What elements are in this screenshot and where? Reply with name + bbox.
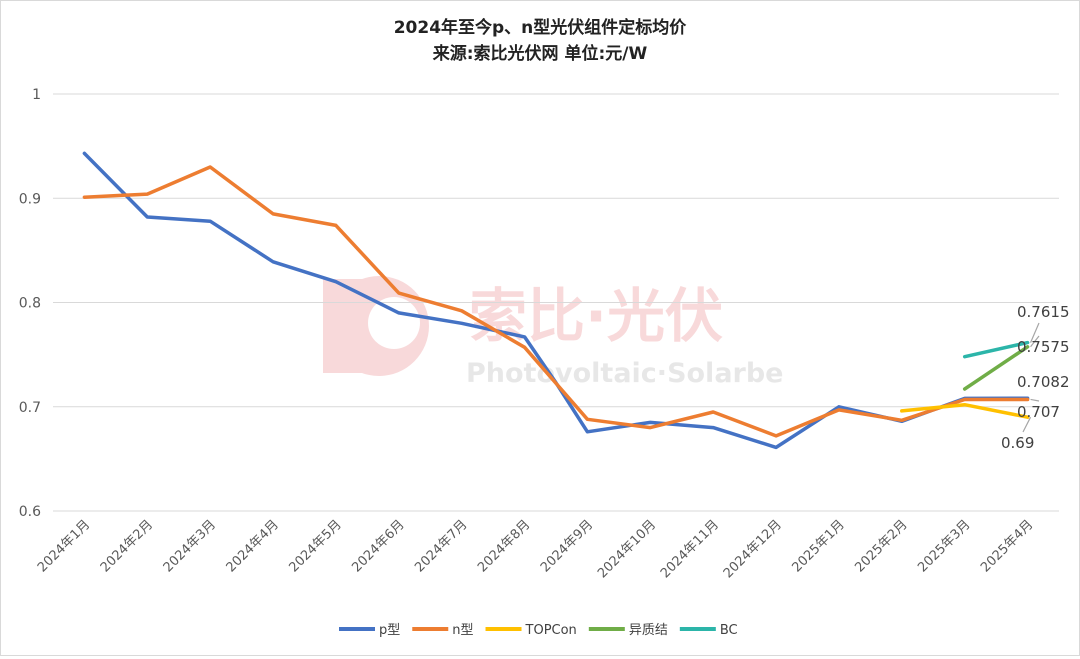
x-tick-label: 2025年1月 [790,517,848,575]
series-line [962,340,1030,359]
x-tick-label: 2024年2月 [98,517,156,575]
legend-label: 异质结 [629,623,668,638]
x-tick-label: 2024年1月 [35,517,93,575]
watermark-en: Photovoltaic·Solarbe [466,358,784,389]
annotation-leader [1030,322,1040,343]
legend-label: p型 [379,623,400,638]
x-tick-label: 2025年4月 [978,517,1036,575]
y-tick-label: 1 [32,87,41,103]
data-label: 0.69 [1001,434,1034,452]
y-tick-label: 0.9 [19,191,41,207]
data-label: 0.707 [1017,403,1060,421]
y-tick-label: 0.6 [19,504,41,520]
chart-subtitle: 来源:索比光伏网 单位:元/W [432,43,648,64]
legend-label: BC [720,623,738,638]
annotation-leader [1030,335,1040,348]
data-label: 0.7082 [1017,373,1070,391]
legend-label: TOPCon [525,623,577,638]
annotation-leader [1030,398,1040,402]
watermark: 索比·光伏 Photovoltaic·Solarbe [323,276,784,389]
x-tick-label: 2024年12月 [721,517,785,581]
x-tick-label: 2024年11月 [658,517,722,581]
x-tick-label: 2024年6月 [349,517,407,575]
y-tick-label: 0.8 [19,296,41,312]
x-tick-label: 2024年7月 [412,517,470,575]
x-tick-label: 2025年2月 [852,517,910,575]
annotation-leader [1022,416,1032,433]
x-tick-label: 2024年8月 [475,517,533,575]
legend-label: n型 [452,623,473,638]
series-line [82,165,1030,438]
series-line [962,345,1030,391]
x-tick-label: 2024年3月 [161,517,219,575]
x-tick-label: 2025年3月 [915,517,973,575]
x-tick-label: 2024年10月 [595,517,659,581]
data-label: 0.7575 [1017,338,1070,356]
chart-title: 2024年至今p、n型光伏组件定标均价 [394,17,688,38]
x-tick-label: 2024年9月 [538,517,596,575]
x-tick-label: 2024年5月 [287,517,345,575]
y-tick-label: 0.7 [19,400,41,416]
data-label: 0.7615 [1017,303,1070,321]
watermark-cn: 索比·光伏 [469,282,723,350]
series-line [900,402,1030,419]
watermark-logo-icon [329,276,429,376]
x-tick-label: 2024年4月 [224,517,282,575]
